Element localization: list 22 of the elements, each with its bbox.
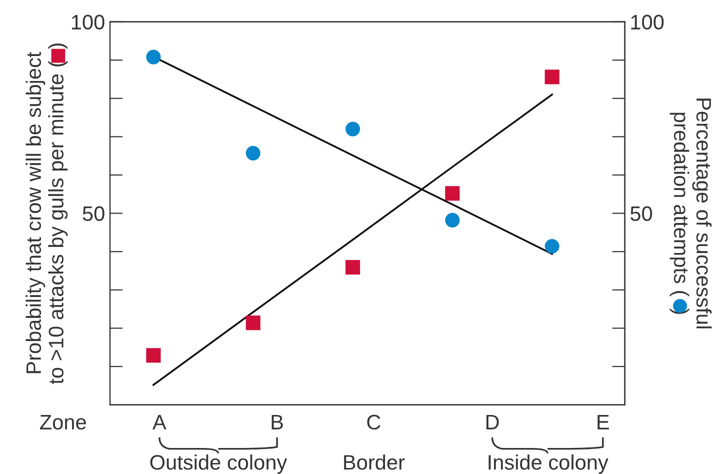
point	[146, 50, 161, 64]
point	[445, 212, 460, 228]
x-axis-title: Zone	[40, 415, 86, 430]
y-axis-title: Probability that crow will be subject to >10 attacks by gulls per minute ( )	[26, 43, 68, 384]
text: A	[152, 415, 166, 430]
y2-tick-label: 100	[631, 14, 664, 30]
point	[544, 238, 560, 254]
text: B	[272, 415, 283, 430]
point	[544, 70, 560, 84]
text: C	[367, 414, 380, 430]
point	[345, 260, 360, 275]
point	[445, 186, 460, 201]
text: D	[486, 415, 499, 430]
text: Inside colony	[488, 454, 608, 474]
point	[146, 348, 161, 363]
point	[246, 146, 260, 160]
text: Border	[344, 454, 405, 470]
text: E	[598, 415, 609, 430]
point	[345, 122, 360, 136]
text: Outside colony	[150, 454, 288, 474]
point	[246, 316, 260, 330]
y2-tick-label: 50	[630, 206, 652, 222]
